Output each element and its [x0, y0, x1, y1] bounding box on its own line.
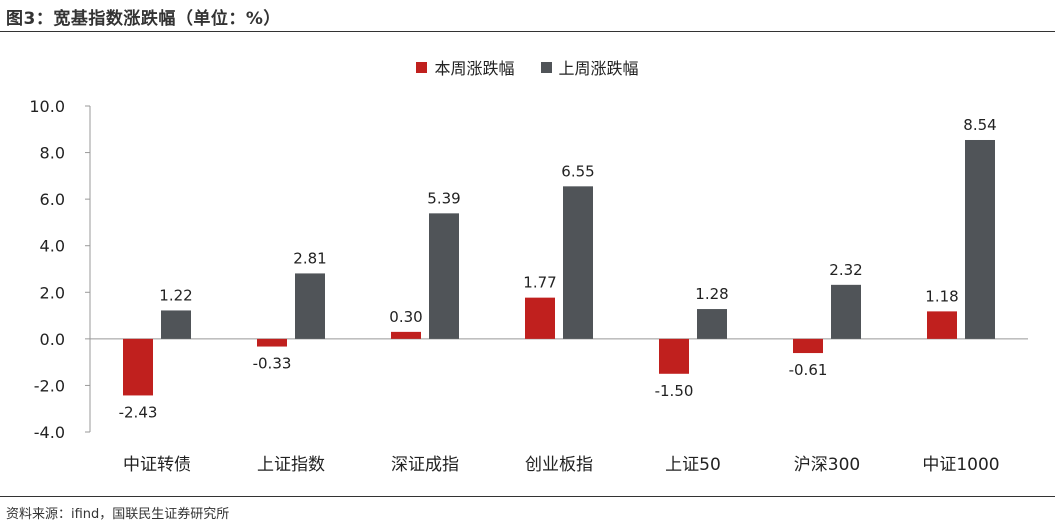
legend-item-this-week: 本周涨跌幅: [416, 55, 515, 79]
y-tick-label: -2.0: [34, 376, 65, 395]
legend-label-last-week: 上周涨跌幅: [558, 59, 639, 78]
bar-this-week: [391, 331, 421, 339]
bar-this-week: [927, 311, 957, 339]
data-label-this-week: 1.18: [925, 287, 958, 305]
chart-legend: 本周涨跌幅 上周涨跌幅: [0, 55, 1055, 79]
y-tick-label: 4.0: [40, 237, 65, 256]
x-category-label: 深证成指: [391, 455, 459, 475]
data-label-this-week: -0.33: [253, 355, 292, 373]
data-label-this-week: 1.77: [523, 274, 556, 292]
data-label-last-week: 5.39: [427, 189, 460, 207]
data-label-last-week: 1.22: [159, 286, 192, 304]
data-label-this-week: -2.43: [119, 403, 158, 421]
y-tick-label: 0.0: [40, 330, 65, 349]
bar-this-week: [525, 297, 555, 339]
legend-item-last-week: 上周涨跌幅: [540, 55, 639, 79]
figure-title: 图3：宽基指数涨跌幅（单位：%）: [6, 9, 281, 29]
y-tick-label: 8.0: [40, 144, 65, 163]
x-category-label: 沪深300: [794, 455, 860, 475]
source-note: 资料来源：ifind，国联民生证券研究所: [6, 507, 230, 522]
bar-this-week: [659, 338, 689, 374]
data-label-last-week: 6.55: [561, 162, 594, 180]
data-label-last-week: 1.28: [695, 285, 728, 303]
title-divider: [0, 31, 1055, 32]
data-label-last-week: 2.81: [293, 249, 326, 267]
bar-last-week: [697, 309, 727, 339]
data-label-this-week: -1.50: [655, 382, 694, 400]
y-tick-label: 6.0: [40, 190, 65, 209]
data-label-this-week: -0.61: [789, 361, 828, 379]
source-divider: [0, 496, 1055, 497]
y-tick-label: 2.0: [40, 283, 65, 302]
x-category-label: 上证指数: [257, 455, 325, 475]
x-category-label: 中证转债: [123, 455, 191, 475]
x-category-label: 上证50: [665, 455, 721, 475]
legend-swatch-this-week: [416, 61, 428, 73]
legend-label-this-week: 本周涨跌幅: [434, 59, 515, 78]
bar-this-week: [793, 338, 823, 354]
data-label-last-week: 2.32: [829, 261, 862, 279]
bar-last-week: [161, 310, 191, 339]
bar-this-week: [123, 338, 153, 396]
data-label-this-week: 0.30: [389, 308, 422, 326]
bar-last-week: [295, 273, 325, 339]
bar-last-week: [429, 213, 459, 339]
bar-last-week: [563, 186, 593, 339]
bar-last-week: [831, 284, 861, 339]
bar-this-week: [257, 338, 287, 347]
y-tick-label: -4.0: [34, 423, 65, 442]
bar-last-week: [965, 139, 995, 339]
x-category-label: 创业板指: [525, 455, 593, 475]
x-category-label: 中证1000: [922, 455, 999, 475]
data-label-last-week: 8.54: [963, 116, 996, 134]
legend-swatch-last-week: [540, 61, 552, 73]
y-tick-label: 10.0: [29, 97, 65, 116]
